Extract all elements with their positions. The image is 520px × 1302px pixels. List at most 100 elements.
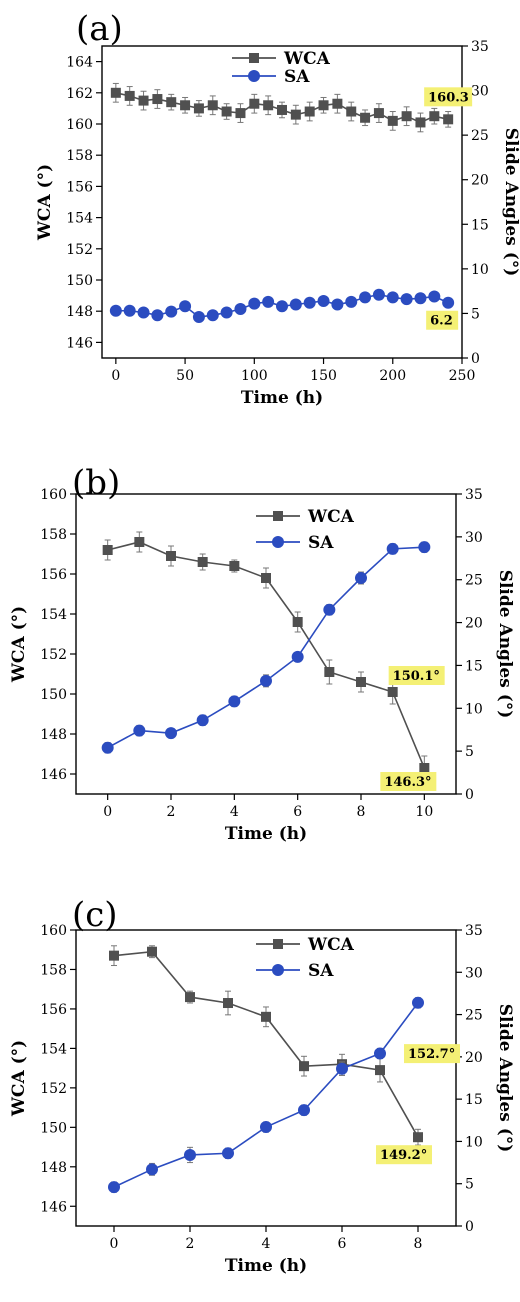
data-point-wca	[373, 108, 384, 119]
x-tick-label: 6	[293, 804, 302, 820]
y-right-tick-label: 0	[471, 351, 480, 367]
y-left-tick-label: 164	[66, 55, 93, 71]
data-point-sa	[276, 300, 288, 313]
data-point-sa	[260, 674, 272, 687]
data-point-sa	[123, 304, 136, 317]
data-point-sa	[137, 306, 150, 319]
y-left-tick-label: 160	[40, 487, 67, 503]
y-right-tick-label: 30	[465, 965, 483, 981]
x-tick-label: 2	[186, 1236, 195, 1252]
legend-marker-wca	[273, 939, 283, 949]
data-point-sa	[220, 306, 233, 319]
data-point-wca	[109, 950, 119, 961]
y-right-tick-label: 0	[465, 787, 474, 803]
y-right-axis-title: Slide Angles (°)	[495, 570, 515, 719]
data-point-sa	[192, 310, 205, 323]
panel-label: (c)	[72, 895, 118, 935]
data-point-sa	[418, 541, 431, 554]
data-point-wca	[110, 87, 121, 98]
y-left-tick-label: 146	[40, 1199, 67, 1215]
data-point-wca	[223, 998, 233, 1009]
callout-box	[426, 310, 459, 330]
data-point-wca	[375, 1065, 385, 1076]
x-axis-title: Time (h)	[225, 1256, 307, 1276]
data-point-sa	[303, 296, 316, 309]
data-point-wca	[185, 992, 195, 1003]
y-right-tick-label: 5	[465, 744, 474, 760]
data-point-sa	[101, 741, 114, 754]
y-left-tick-label: 160	[40, 923, 67, 939]
x-axis-title: Time (h)	[241, 388, 323, 408]
data-point-sa	[248, 297, 261, 310]
legend-marker-wca	[249, 53, 259, 63]
data-point-sa	[289, 298, 302, 311]
data-point-wca	[415, 117, 426, 128]
legend-marker-sa	[272, 964, 284, 976]
data-point-wca	[324, 667, 335, 677]
y-right-axis-title: Slide Angles (°)	[495, 1004, 515, 1153]
y-left-tick-label: 160	[66, 117, 93, 133]
y-right-axis-title: Slide Angles (°)	[501, 128, 520, 277]
data-point-wca	[356, 677, 366, 687]
y-left-tick-label: 150	[40, 1120, 67, 1136]
y-left-axis-title: WCA (°)	[9, 606, 29, 683]
data-point-wca	[360, 112, 371, 123]
callout-box	[424, 87, 473, 107]
plot-frame	[75, 929, 457, 1227]
y-right-tick-label: 35	[465, 487, 483, 503]
x-tick-label: 8	[357, 804, 366, 820]
y-left-tick-label: 156	[40, 1002, 67, 1018]
y-left-tick-label: 154	[40, 1041, 67, 1057]
legend-label-sa: SA	[308, 533, 334, 553]
data-point-sa	[386, 291, 399, 304]
chart-panel-a: (a)0 50 100 150 200 2501461481501521541561581…	[35, 9, 520, 408]
data-point-wca	[263, 100, 274, 111]
y-right-tick-label: 25	[471, 128, 489, 144]
legend-marker-sa	[248, 70, 260, 82]
legend-marker-sa	[272, 536, 284, 548]
x-tick-label: 10	[415, 804, 433, 820]
data-point-sa	[400, 293, 413, 306]
data-point-wca	[277, 104, 287, 115]
data-point-wca	[261, 573, 271, 583]
x-tick-label: 0	[111, 368, 120, 384]
data-point-wca	[290, 109, 301, 120]
y-left-tick-label: 158	[40, 962, 67, 978]
y-left-tick-label: 158	[66, 148, 93, 164]
data-point-sa	[359, 291, 372, 304]
y-right-tick-label: 5	[471, 306, 480, 322]
data-point-sa	[345, 295, 358, 308]
y-left-axis-title: WCA (°)	[9, 1040, 29, 1117]
data-point-sa	[414, 292, 427, 305]
data-point-wca	[221, 106, 232, 117]
callout-label: 6.2	[430, 314, 453, 329]
data-point-sa	[234, 302, 247, 315]
data-point-wca	[304, 106, 315, 117]
data-point-wca	[102, 545, 113, 555]
y-right-tick-label: 15	[465, 1092, 483, 1108]
data-point-sa	[442, 296, 455, 309]
y-right-tick-label: 15	[471, 217, 489, 233]
data-point-sa	[109, 304, 122, 317]
data-point-sa	[336, 1062, 348, 1075]
y-right-tick-label: 5	[465, 1177, 474, 1193]
y-left-tick-label: 152	[40, 647, 67, 663]
y-right-tick-label: 10	[471, 262, 489, 278]
callout-label: 152.7°	[408, 1047, 455, 1062]
data-point-wca	[152, 94, 163, 105]
panel-label: (a)	[76, 9, 123, 49]
y-left-tick-label: 148	[66, 304, 93, 320]
plot-frame	[101, 45, 463, 359]
data-point-wca	[299, 1061, 309, 1072]
data-point-wca	[138, 95, 149, 106]
x-tick-label: 4	[262, 1236, 271, 1252]
data-point-wca	[166, 551, 176, 561]
y-left-tick-label: 154	[40, 607, 67, 623]
data-point-sa	[206, 309, 219, 322]
data-point-wca	[124, 90, 135, 101]
data-point-wca	[413, 1132, 423, 1143]
legend-marker-wca	[273, 511, 283, 521]
series-line-wca	[113, 950, 419, 1138]
data-point-wca	[261, 1011, 271, 1022]
